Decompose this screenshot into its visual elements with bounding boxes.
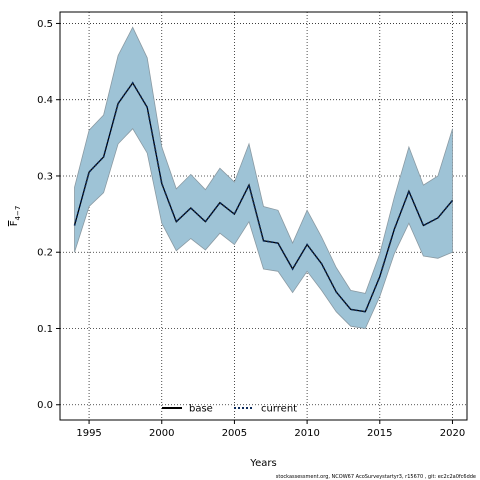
y-tick-label: 0.1 xyxy=(37,324,53,335)
x-tick-label: 2005 xyxy=(222,428,247,439)
x-tick-label: 2020 xyxy=(440,428,465,439)
y-tick-label: 0.3 xyxy=(37,171,53,182)
y-tick-label: 0.0 xyxy=(37,400,53,411)
y-axis-ticks: 0.0 0.1 0.2 0.3 0.4 0.5 xyxy=(37,19,60,411)
x-axis-ticks: 1995 2000 2005 2010 2015 2020 xyxy=(76,420,465,439)
footer-note: stockassessment.org, NCOW67 AcoSurveysta… xyxy=(276,474,476,480)
current-series-line xyxy=(73,81,454,313)
y-tick-label: 0.2 xyxy=(37,248,53,259)
x-axis-title: Years xyxy=(249,458,276,469)
y-axis-title-main: F xyxy=(9,220,20,226)
x-tick-label: 2000 xyxy=(149,428,174,439)
legend: base current xyxy=(162,404,297,415)
x-tick-label: 1995 xyxy=(76,428,101,439)
y-tick-label: 0.5 xyxy=(37,19,53,30)
y-tick-label: 0.4 xyxy=(37,95,53,106)
confidence-band xyxy=(74,26,453,329)
y-axis-title: F4−7 xyxy=(9,206,22,227)
legend-current-label: current xyxy=(261,404,297,415)
y-axis-title-sub: 4−7 xyxy=(14,206,22,221)
legend-base-label: base xyxy=(189,404,213,415)
plot-frame xyxy=(59,11,468,421)
x-tick-label: 2010 xyxy=(294,428,319,439)
y-axis-title-text: F4−7 xyxy=(9,206,22,227)
x-tick-label: 2015 xyxy=(367,428,392,439)
